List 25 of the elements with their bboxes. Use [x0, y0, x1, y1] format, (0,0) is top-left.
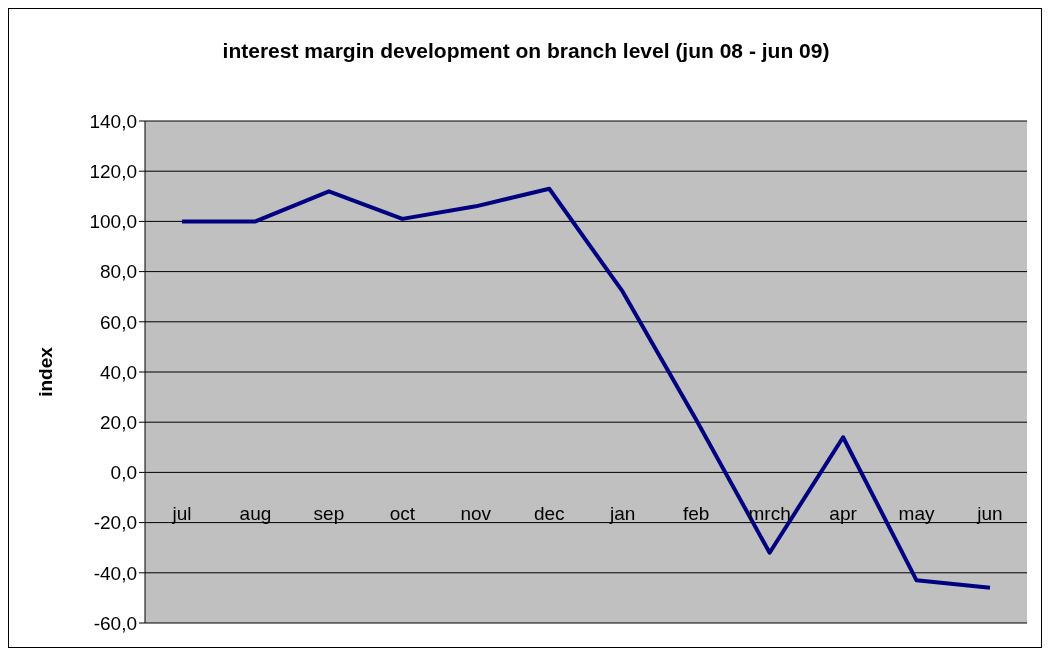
x-tick-label: mrch	[748, 502, 791, 524]
y-tick-label: 20,0	[100, 411, 137, 433]
y-tick-label: 0,0	[110, 462, 137, 484]
y-tick-label: 80,0	[100, 261, 137, 283]
x-tick-label: jun	[976, 502, 1003, 524]
y-tick-label: -60,0	[93, 612, 137, 634]
y-tick-label: -40,0	[93, 562, 137, 584]
x-tick-label: jan	[609, 502, 636, 524]
x-tick-label: nov	[460, 502, 492, 524]
y-tick-label: 100,0	[89, 211, 137, 233]
y-tick-label: 120,0	[89, 160, 137, 182]
x-tick-label: oct	[389, 502, 416, 524]
x-tick-label: aug	[239, 502, 272, 524]
x-tick-label: apr	[829, 502, 858, 524]
x-tick-label: sep	[313, 502, 345, 524]
x-tick-label: dec	[533, 502, 565, 524]
y-tick-label: 40,0	[100, 361, 137, 383]
chart-title: interest margin development on branch level (jun 08 - jun 09)	[221, 39, 831, 63]
y-tick-label: -20,0	[93, 512, 137, 534]
y-tick-label: 140,0	[89, 110, 137, 132]
y-tick-label: 60,0	[100, 311, 137, 333]
y-axis-title: index	[34, 346, 56, 397]
x-tick-label: jul	[171, 502, 192, 524]
x-tick-label: may	[898, 502, 935, 524]
x-tick-label: feb	[682, 502, 710, 524]
